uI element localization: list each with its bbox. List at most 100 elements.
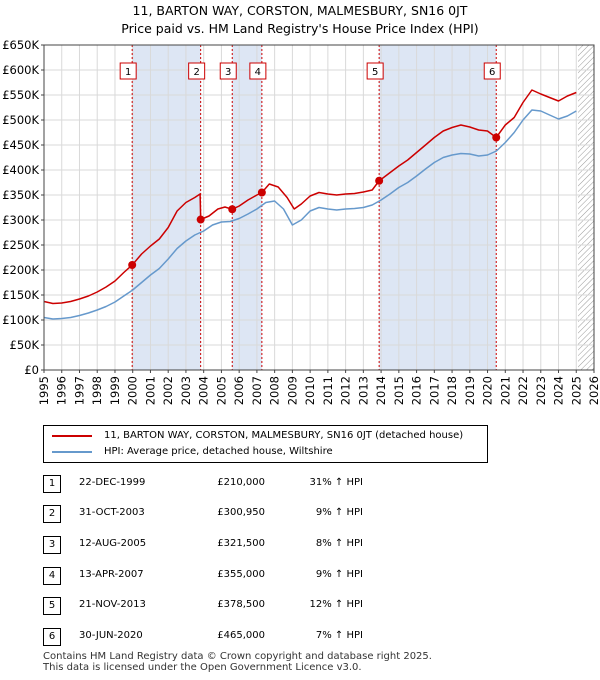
sale-marker-label-4: 4 — [255, 67, 261, 78]
sale-price: £465,000 — [217, 630, 265, 641]
y-tick-label: £50K — [10, 338, 40, 352]
y-tick-label: £550K — [2, 88, 39, 102]
sale-point-5 — [375, 176, 384, 185]
sale-number: 2 — [43, 505, 61, 523]
sale-price: £300,950 — [217, 507, 265, 518]
y-tick-label: £300K — [2, 213, 39, 227]
sale-price: £378,500 — [217, 599, 265, 610]
sale-number: 6 — [43, 628, 61, 646]
x-tick-label: 2019 — [463, 376, 477, 405]
sale-date: 31-OCT-2003 — [79, 507, 145, 518]
sale-row-4: 4 13-APR-2007 £355,000 9% ↑ HPI — [43, 564, 383, 586]
sale-point-2 — [196, 215, 205, 224]
sale-price: £355,000 — [217, 569, 265, 580]
x-tick-label: 2013 — [356, 376, 370, 405]
legend-label-property: 11, BARTON WAY, CORSTON, MALMESBURY, SN1… — [104, 430, 464, 441]
sale-date: 12-AUG-2005 — [79, 538, 147, 549]
sale-marker-2: 2 — [188, 62, 206, 80]
sale-date: 13-APR-2007 — [79, 569, 144, 580]
x-tick-label: 2018 — [445, 376, 459, 405]
sale-number: 4 — [43, 567, 61, 585]
x-tick-label: 2014 — [374, 376, 388, 405]
x-tick-label: 2005 — [214, 376, 228, 405]
y-tick-label: £150K — [2, 288, 39, 302]
sale-hpi-change: 31% ↑ HPI — [309, 477, 363, 488]
sale-marker-6: 6 — [483, 62, 501, 80]
sale-price: £321,500 — [217, 538, 265, 549]
sale-marker-label-1: 1 — [125, 67, 131, 78]
price-chart: 1 2 3 4 5 6 £0 £50K £100K £150K £200K £250K £300K £3… — [2, 38, 600, 405]
sale-points — [128, 133, 501, 269]
x-tick-label: 2001 — [143, 376, 157, 405]
sale-hpi-change: 8% ↑ HPI — [315, 538, 363, 549]
sale-point-1 — [128, 261, 137, 269]
chart-title-line-1: 11, BARTON WAY, CORSTON, MALMESBURY, SN1… — [132, 3, 468, 18]
hpi-line — [43, 109, 577, 320]
sale-row-6: 6 30-JUN-2020 £465,000 7% ↑ HPI — [43, 625, 383, 647]
sale-date: 21-NOV-2013 — [79, 599, 146, 610]
sale-hpi-change: 12% ↑ HPI — [309, 599, 363, 610]
x-tick-label: 2006 — [232, 376, 246, 405]
y-tick-label: £350K — [2, 188, 39, 202]
sale-marker-label-2: 2 — [193, 67, 199, 78]
x-tick-label: 2021 — [498, 376, 512, 405]
x-tick-label: 2012 — [339, 376, 353, 405]
x-tick-label: 1995 — [37, 376, 51, 405]
chart-legend: 11, BARTON WAY, CORSTON, MALMESBURY, SN1… — [43, 425, 488, 463]
sale-marker-box-1 — [119, 62, 137, 80]
y-tick-label: £400K — [2, 163, 39, 177]
y-tick-label: £650K — [2, 38, 39, 52]
sale-point-6 — [492, 133, 501, 142]
footer-line-1: Contains HM Land Registry data © Crown c… — [43, 651, 432, 662]
chart-title: 11, BARTON WAY, CORSTON, MALMESBURY, SN1… — [0, 2, 600, 38]
sale-marker-labels: 1 2 3 4 5 6 — [119, 62, 501, 80]
x-tick-label: 2002 — [161, 376, 175, 405]
y-tick-label: £500K — [2, 113, 39, 127]
x-tick-label: 2007 — [250, 376, 264, 405]
shade-band-3 — [379, 45, 497, 370]
y-tick-label: £600K — [2, 63, 39, 77]
sale-row-5: 5 21-NOV-2013 £378,500 12% ↑ HPI — [43, 594, 383, 616]
y-tick-label: £200K — [2, 263, 39, 277]
y-tick-label: £450K — [2, 138, 39, 152]
x-tick-label: 1996 — [55, 376, 69, 405]
x-tick-label: 2010 — [303, 376, 317, 405]
chart-title-line-2: Price paid vs. HM Land Registry's House … — [121, 21, 479, 36]
property-line — [43, 89, 577, 305]
sale-marker-5: 5 — [366, 62, 384, 80]
sale-date: 22-DEC-1999 — [79, 477, 146, 488]
sale-hpi-change: 7% ↑ HPI — [315, 630, 363, 641]
sale-point-4 — [257, 188, 266, 197]
sale-marker-label-6: 6 — [489, 67, 495, 78]
x-tick-label: 2004 — [197, 376, 211, 405]
legend-label-hpi: HPI: Average price, detached house, Wilt… — [104, 446, 333, 457]
sale-price: £210,000 — [217, 477, 265, 488]
sale-marker-4: 4 — [249, 62, 267, 80]
x-tick-label: 2016 — [410, 376, 424, 405]
y-tick-label: £100K — [2, 313, 39, 327]
x-tick-label: 1997 — [72, 376, 86, 405]
legend-swatch-property — [52, 435, 92, 437]
sale-number: 3 — [43, 536, 61, 554]
sale-marker-box-4 — [249, 62, 267, 80]
sale-number: 1 — [43, 475, 61, 493]
footer-line-2: This data is licensed under the Open Gov… — [43, 662, 362, 673]
footer: Contains HM Land Registry data © Crown c… — [43, 651, 432, 673]
sale-hpi-change: 9% ↑ HPI — [315, 507, 363, 518]
legend-swatch-hpi — [52, 451, 92, 453]
x-tick-label: 2020 — [481, 376, 495, 405]
sale-number: 5 — [43, 597, 61, 615]
x-tick-label: 1998 — [90, 376, 104, 405]
sale-row-3: 3 12-AUG-2005 £321,500 8% ↑ HPI — [43, 533, 383, 555]
x-tick-label: 2017 — [427, 376, 441, 405]
chart-axes: £0 £50K £100K £150K £200K £250K £300K £350K £400… — [2, 38, 600, 405]
x-tick-label: 2022 — [516, 376, 530, 405]
x-tick-label: 2025 — [569, 376, 583, 405]
sale-marker-3: 3 — [219, 62, 237, 80]
hatched-future-band — [578, 45, 594, 370]
x-tick-label: 2024 — [552, 376, 566, 405]
x-tick-label: 2000 — [126, 376, 140, 405]
sale-marker-label-3: 3 — [225, 67, 231, 78]
sale-hpi-change: 9% ↑ HPI — [315, 569, 363, 580]
x-tick-label: 2011 — [321, 376, 335, 405]
